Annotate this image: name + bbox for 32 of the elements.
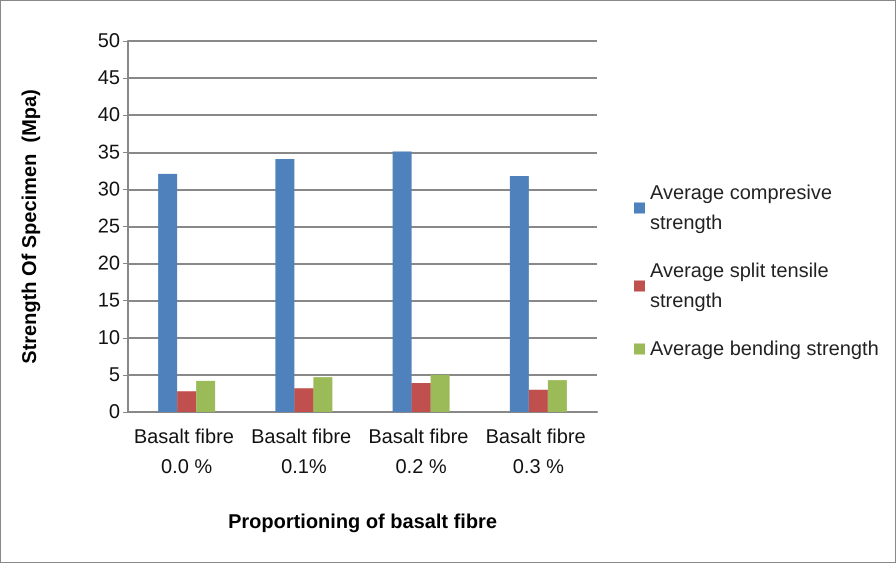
y-tick-label: 15 — [98, 290, 120, 312]
bar — [158, 174, 178, 412]
legend-label: Average bending strength — [650, 338, 879, 360]
y-tick-label: 30 — [98, 178, 120, 200]
y-tick-label: 40 — [98, 104, 120, 126]
y-tick-label: 10 — [98, 326, 120, 349]
y-tick-label: 35 — [98, 141, 120, 164]
legend-label: Average compresive strength — [650, 182, 838, 234]
bar — [412, 383, 431, 412]
y-axis-title: Strength Of Specimen (Mpa) — [19, 89, 41, 364]
bar — [528, 390, 548, 412]
bar — [510, 176, 529, 412]
bar — [313, 377, 332, 412]
bar — [294, 388, 314, 412]
bar — [392, 152, 412, 412]
x-axis-title: Proportioning of basalt fibre — [228, 511, 497, 533]
bar — [430, 374, 450, 412]
x-tick-label: Basalt fibre 0.2 % — [368, 426, 474, 478]
y-tick-label: 45 — [98, 67, 120, 90]
y-tick-label: 50 — [98, 30, 120, 52]
bar — [275, 158, 294, 412]
y-tick-label: 20 — [98, 252, 120, 275]
x-tick-label: Basalt fibre 0.1% — [251, 426, 357, 478]
bar — [196, 380, 216, 412]
y-tick-label: 0 — [108, 401, 120, 423]
legend-label: Average split tensile strength — [650, 260, 834, 312]
y-tick-label: 5 — [108, 364, 120, 386]
x-tick-label: Basalt fibre 0.3 % — [486, 426, 592, 478]
y-tick-label: 25 — [98, 216, 120, 238]
bar — [548, 380, 567, 412]
x-tick-label: Basalt fibre 0.0 % — [134, 426, 240, 478]
bar — [177, 391, 196, 412]
